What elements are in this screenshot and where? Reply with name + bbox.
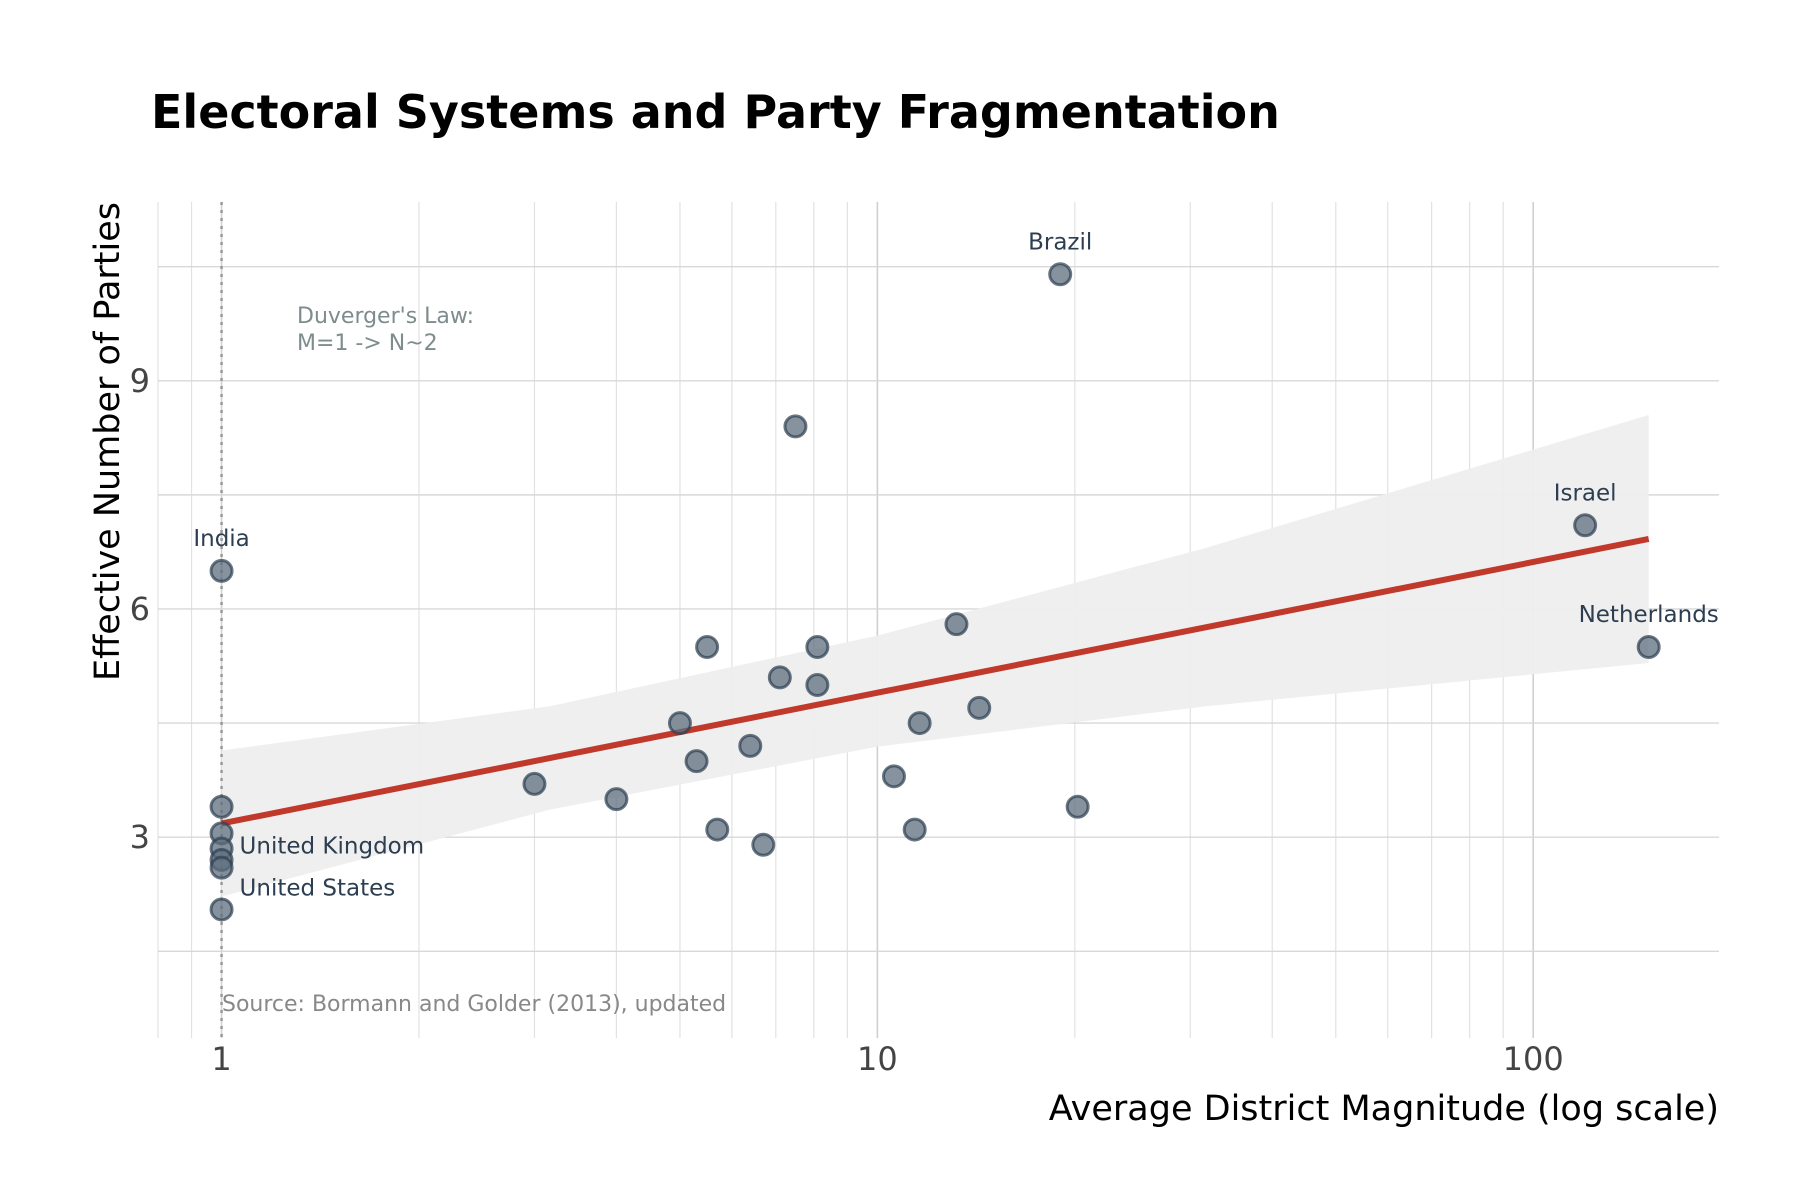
data-point bbox=[805, 635, 830, 660]
data-point bbox=[209, 794, 234, 819]
point-label: India bbox=[193, 526, 249, 552]
data-point bbox=[1636, 635, 1661, 660]
point-labels: Brazil Israel India Netherlands United Kingd… bbox=[193, 229, 1718, 901]
data-point bbox=[209, 897, 234, 922]
data-point bbox=[695, 635, 720, 660]
annotation-line2: M=1 -> N~2 bbox=[297, 331, 438, 356]
confidence-band bbox=[221, 414, 1649, 897]
data-point bbox=[209, 558, 234, 583]
point-label: Netherlands bbox=[1579, 602, 1719, 628]
source-note: Source: Bormann and Golder (2013), updat… bbox=[222, 992, 726, 1017]
data-point bbox=[738, 733, 763, 758]
x-tick-label: 10 bbox=[857, 1040, 898, 1078]
y-axis-label: Effective Number of Parties bbox=[88, 202, 128, 681]
points bbox=[209, 262, 1661, 922]
tick-labels: 1 10 100 3 6 9 bbox=[130, 362, 1564, 1078]
data-point bbox=[684, 749, 709, 774]
data-point bbox=[967, 695, 992, 720]
x-axis-label: Average District Magnitude (log scale) bbox=[1049, 1089, 1719, 1129]
data-point bbox=[783, 414, 808, 439]
y-tick-label: 9 bbox=[130, 362, 150, 400]
data-point bbox=[604, 787, 629, 812]
data-point bbox=[805, 673, 830, 698]
point-label: United Kingdom bbox=[240, 834, 425, 860]
chart-title: Electoral Systems and Party Fragmentatio… bbox=[151, 85, 1280, 139]
data-point bbox=[767, 665, 792, 690]
data-point bbox=[902, 817, 927, 842]
y-tick-label: 3 bbox=[130, 818, 150, 856]
data-point bbox=[1048, 262, 1073, 287]
data-point bbox=[1573, 513, 1598, 538]
data-point bbox=[907, 711, 932, 736]
data-point bbox=[944, 612, 969, 637]
regression-line bbox=[220, 536, 1650, 827]
data-point bbox=[705, 817, 730, 842]
data-point bbox=[1065, 794, 1090, 819]
annotation-line1: Duverger's Law: bbox=[297, 304, 474, 329]
x-tick-label: 100 bbox=[1503, 1040, 1564, 1078]
x-tick-label: 1 bbox=[211, 1040, 231, 1078]
y-tick-label: 6 bbox=[130, 590, 150, 628]
point-label: Israel bbox=[1554, 480, 1617, 506]
data-point bbox=[522, 771, 547, 796]
data-point bbox=[751, 832, 776, 857]
data-point bbox=[881, 764, 906, 789]
data-point bbox=[209, 855, 234, 880]
data-point bbox=[667, 711, 692, 736]
point-label: United States bbox=[240, 875, 396, 901]
point-label: Brazil bbox=[1028, 229, 1092, 255]
